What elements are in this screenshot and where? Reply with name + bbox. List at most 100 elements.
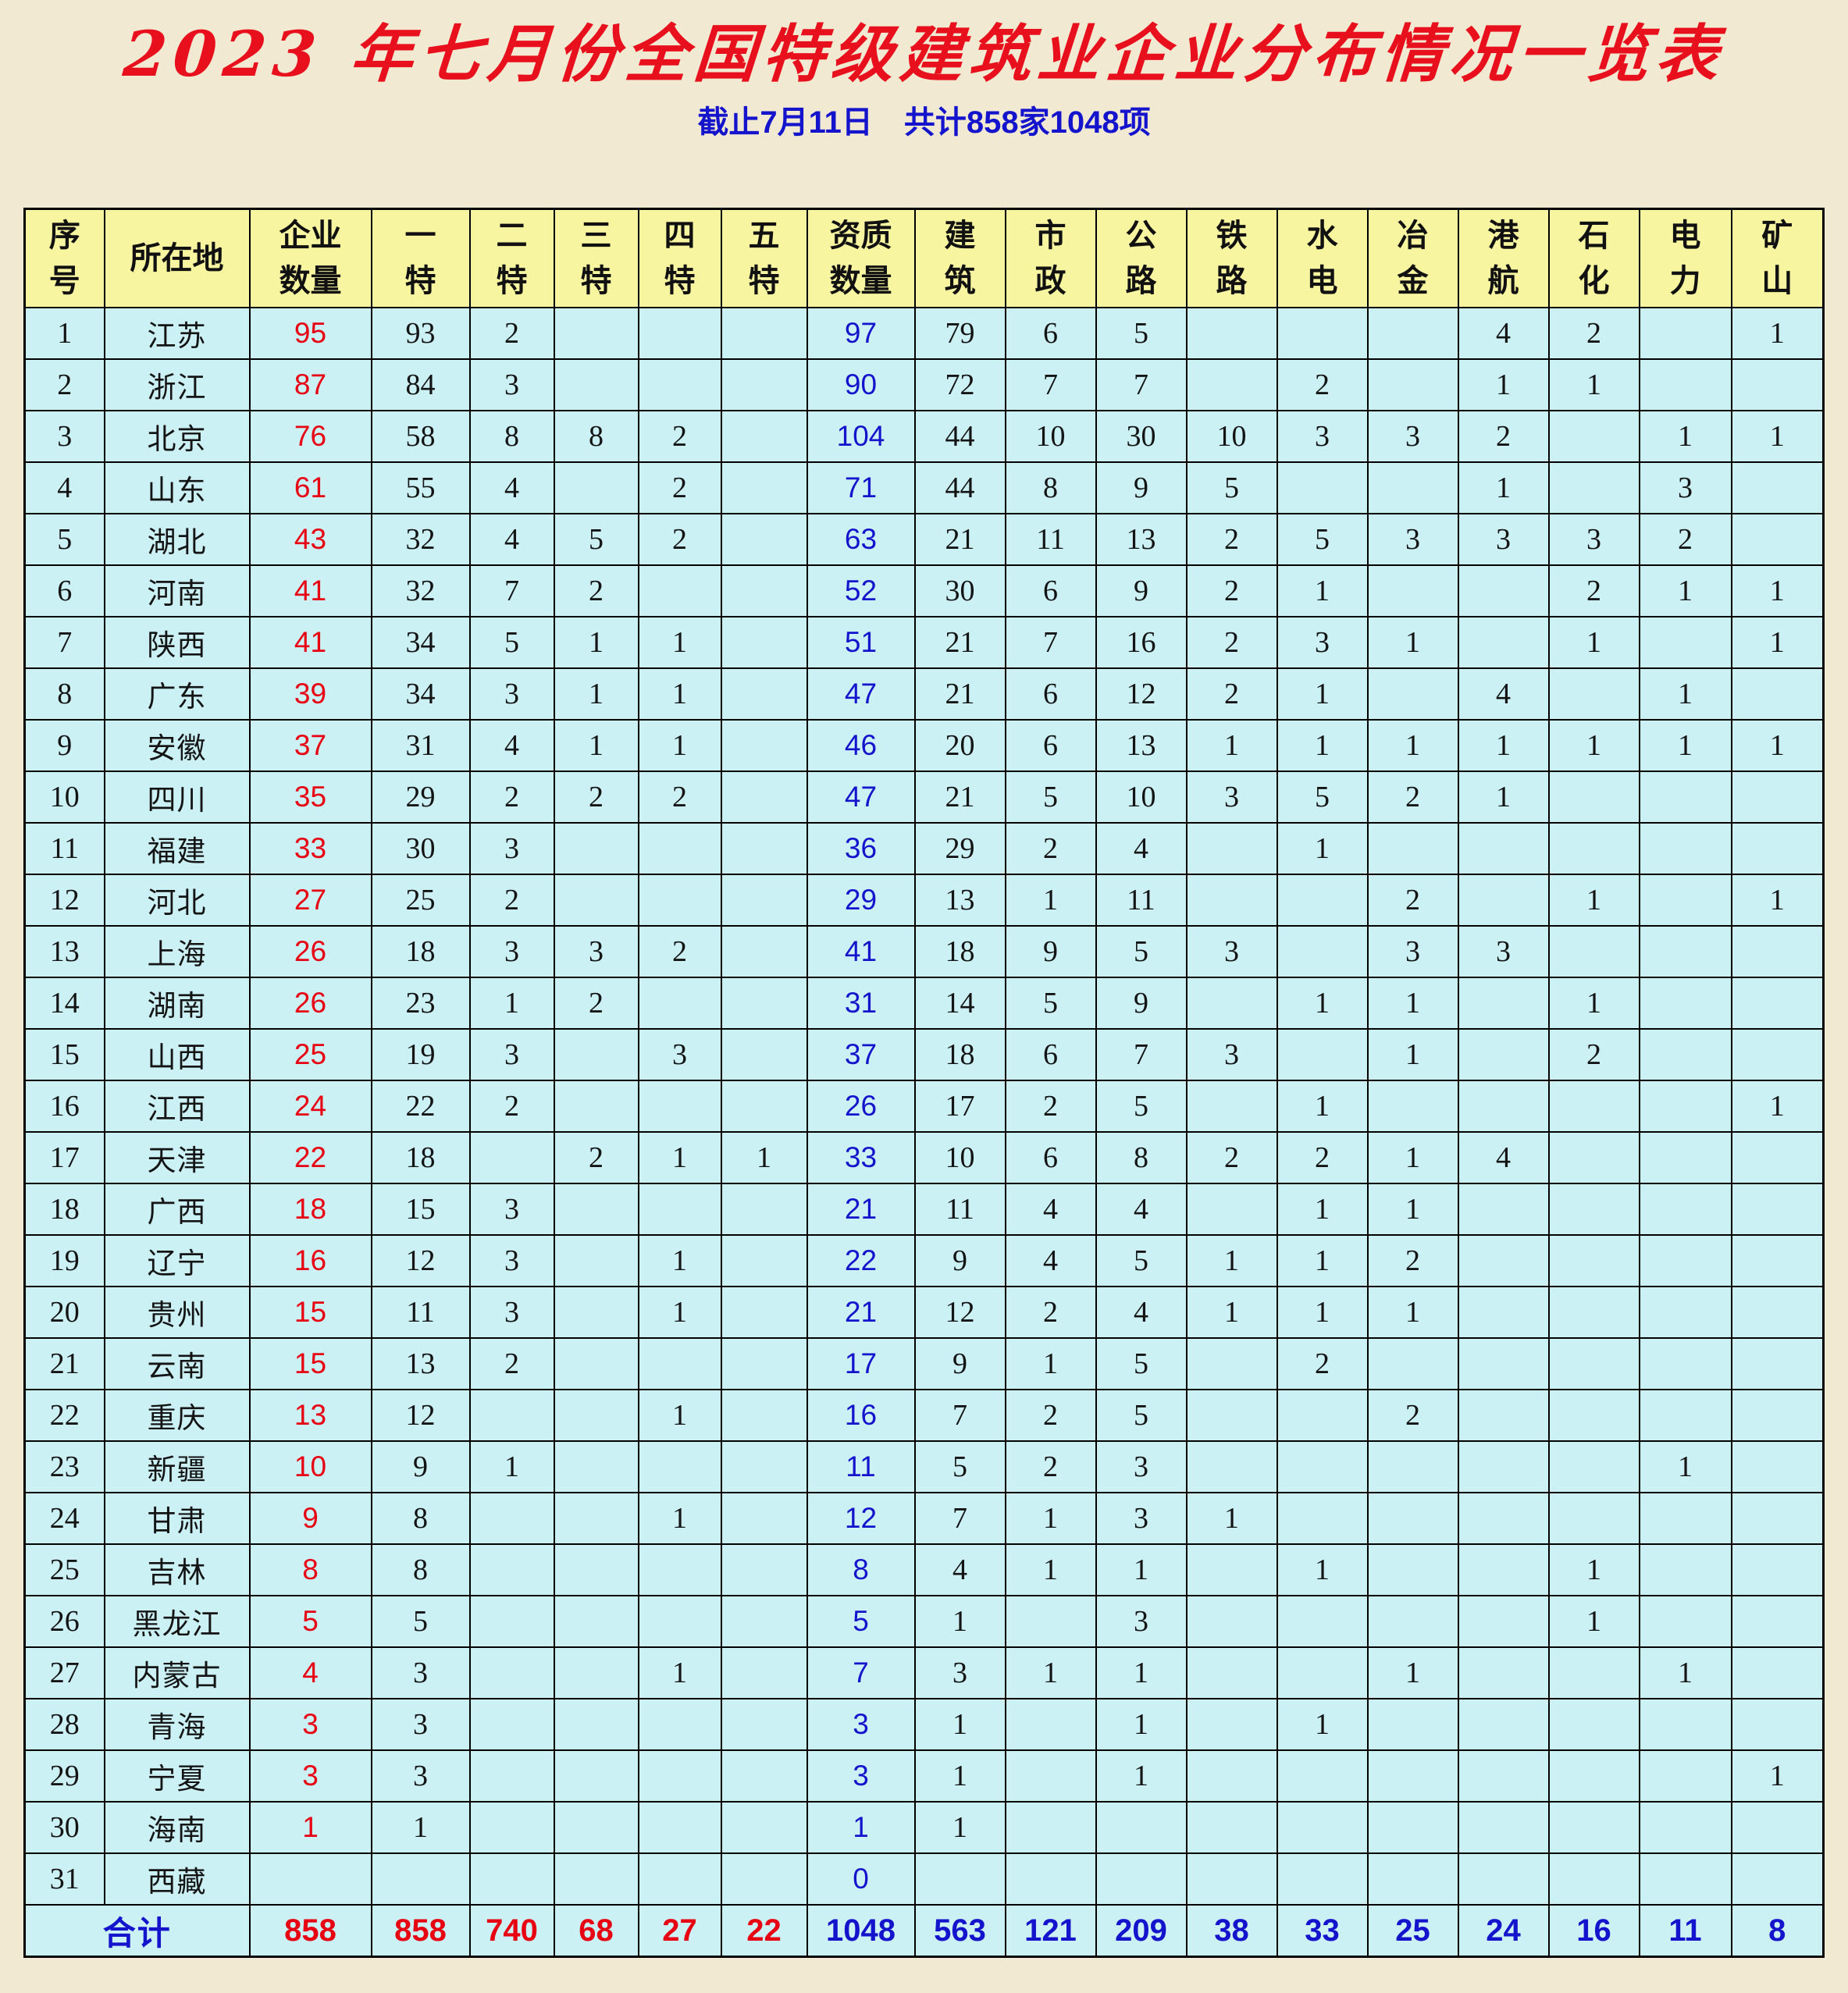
cell-shuidian: 5 — [1276, 771, 1369, 824]
cell-xuhao: 23 — [23, 1440, 105, 1494]
cell-zizhishuliang: 3 — [806, 1749, 916, 1803]
cell-tielu — [1185, 874, 1278, 927]
cell-gonglu: 1 — [1095, 1698, 1187, 1752]
cell-tielu: 2 — [1185, 616, 1278, 670]
cell-shuidian: 2 — [1276, 358, 1369, 412]
cell-sante — [553, 1852, 639, 1906]
cell-shihua: 1 — [1547, 1543, 1640, 1597]
cell-suozaidi: 宁夏 — [103, 1749, 251, 1803]
cell-shihua: 2 — [1547, 307, 1640, 361]
cell-suozaidi: 海南 — [103, 1801, 251, 1855]
cell-yite: 15 — [370, 1183, 471, 1237]
cell-suozaidi: 江苏 — [103, 307, 251, 361]
cell-jianzhu: 9 — [913, 1234, 1006, 1288]
total-jianzhu: 563 — [913, 1904, 1006, 1958]
cell-shihua — [1547, 925, 1640, 979]
cell-sante — [553, 1749, 639, 1803]
cell-qiyeshuliang: 35 — [248, 771, 372, 824]
cell-ganghang — [1457, 1028, 1550, 1082]
cell-ganghang: 4 — [1457, 667, 1550, 721]
cell-kuangshan — [1730, 1234, 1825, 1288]
cell-gonglu — [1095, 1801, 1187, 1855]
cell-qiyeshuliang: 26 — [248, 925, 372, 979]
cell-sante — [553, 1028, 639, 1082]
column-header-site: 四特 — [637, 208, 722, 309]
cell-yejin — [1366, 1492, 1459, 1546]
cell-shizheng: 6 — [1004, 1131, 1097, 1185]
cell-shizheng: 6 — [1004, 667, 1097, 721]
table-row: 31 西藏 0 — [23, 1852, 1825, 1906]
total-shizheng: 121 — [1004, 1904, 1097, 1958]
cell-erte: 2 — [468, 1080, 555, 1134]
table-row: 30 海南 1 1 1 1 — [23, 1801, 1825, 1855]
cell-wute — [720, 1440, 808, 1494]
cell-qiyeshuliang: 18 — [248, 1183, 372, 1237]
cell-shuidian: 1 — [1276, 977, 1369, 1030]
cell-xuhao: 16 — [23, 1080, 105, 1134]
cell-xuhao: 29 — [23, 1749, 105, 1803]
cell-shuidian — [1276, 461, 1369, 515]
table-row: 13 上海 26 18 3 3 2 41 18 9 5 3 3 3 — [23, 925, 1825, 979]
cell-jianzhu: 14 — [913, 977, 1006, 1030]
cell-qiyeshuliang: 27 — [248, 874, 372, 927]
cell-dianli — [1638, 307, 1732, 361]
cell-site: 2 — [637, 513, 722, 567]
cell-site — [637, 1337, 722, 1391]
cell-yite: 30 — [370, 822, 471, 876]
table-row: 16 江西 24 22 2 26 17 2 5 1 1 — [23, 1080, 1825, 1134]
cell-erte: 3 — [468, 925, 555, 979]
cell-xuhao: 18 — [23, 1183, 105, 1237]
page-title: 2023 年七月份全国特级建筑业企业分布情况一览表 — [120, 17, 1728, 91]
cell-suozaidi: 云南 — [103, 1337, 251, 1391]
cell-shihua — [1547, 1492, 1640, 1546]
cell-yejin — [1366, 1852, 1459, 1906]
cell-shizheng: 2 — [1004, 1080, 1097, 1134]
cell-dianli — [1638, 1749, 1732, 1803]
cell-shizheng: 5 — [1004, 977, 1097, 1030]
cell-wute — [720, 925, 808, 979]
column-header-sante: 三特 — [553, 208, 639, 309]
cell-tielu — [1185, 307, 1278, 361]
cell-zizhishuliang: 16 — [806, 1389, 916, 1443]
cell-qiyeshuliang: 22 — [248, 1131, 372, 1185]
cell-dianli — [1638, 1286, 1732, 1340]
cell-yite: 12 — [370, 1389, 471, 1443]
cell-dianli — [1638, 1595, 1732, 1649]
cell-dianli — [1638, 822, 1732, 876]
cell-tielu — [1185, 1389, 1278, 1443]
cell-shihua: 1 — [1547, 874, 1640, 927]
cell-tielu: 3 — [1185, 771, 1278, 824]
cell-wute — [720, 874, 808, 927]
cell-qiyeshuliang: 61 — [248, 461, 372, 515]
cell-suozaidi: 重庆 — [103, 1389, 251, 1443]
cell-ganghang — [1457, 1698, 1550, 1752]
cell-tielu — [1185, 1646, 1278, 1700]
cell-ganghang: 4 — [1457, 1131, 1550, 1185]
cell-dianli — [1638, 1543, 1732, 1597]
cell-qiyeshuliang: 5 — [248, 1595, 372, 1649]
cell-shihua — [1547, 1337, 1640, 1391]
cell-ganghang: 1 — [1457, 461, 1550, 515]
cell-yejin: 1 — [1366, 719, 1459, 773]
cell-wute: 1 — [720, 1131, 808, 1185]
cell-dianli — [1638, 1080, 1732, 1134]
cell-ganghang: 1 — [1457, 358, 1550, 412]
cell-shihua: 3 — [1547, 513, 1640, 567]
cell-yejin — [1366, 1749, 1459, 1803]
cell-yite: 34 — [370, 667, 471, 721]
column-header-shuidian: 水电 — [1276, 208, 1369, 309]
cell-shuidian — [1276, 1028, 1369, 1082]
cell-suozaidi: 江西 — [103, 1080, 251, 1134]
cell-dianli: 2 — [1638, 513, 1732, 567]
cell-qiyeshuliang: 3 — [248, 1749, 372, 1803]
table-footer: 合计 858 858 740 68 27 22 1048 563 121 209 38 33 25 24 16… — [23, 1904, 1825, 1958]
cell-erte — [468, 1698, 555, 1752]
cell-shizheng — [1004, 1698, 1097, 1752]
cell-jianzhu: 7 — [913, 1389, 1006, 1443]
cell-ganghang — [1457, 564, 1550, 618]
cell-site: 3 — [637, 1028, 722, 1082]
cell-suozaidi: 甘肃 — [103, 1492, 251, 1546]
cell-suozaidi: 内蒙古 — [103, 1646, 251, 1700]
cell-site — [637, 1698, 722, 1752]
cell-dianli — [1638, 1183, 1732, 1237]
